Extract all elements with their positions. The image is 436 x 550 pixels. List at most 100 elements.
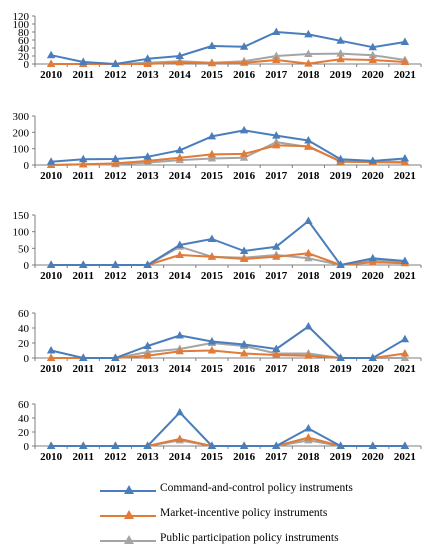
y-tick-label: 60 <box>18 399 30 411</box>
x-tick-label: 2011 <box>73 170 94 182</box>
data-point-marker <box>143 441 152 449</box>
data-point-marker <box>239 349 249 357</box>
data-point-marker <box>207 337 217 345</box>
y-tick-label: 40 <box>18 413 30 425</box>
data-point-marker <box>304 136 313 144</box>
x-tick-label: 2013 <box>137 170 160 182</box>
x-tick-label: 2015 <box>201 69 224 81</box>
y-tick-label: 50 <box>18 243 30 255</box>
data-point-marker <box>400 441 410 449</box>
x-tick-label: 2020 <box>362 69 385 81</box>
y-tick-label: 80 <box>18 27 30 39</box>
data-point-marker <box>175 250 184 258</box>
data-point-marker <box>46 353 56 361</box>
x-tick-label: 2019 <box>330 270 353 282</box>
data-point-marker <box>336 36 345 44</box>
y-tick-label: 120 <box>13 11 30 23</box>
data-point-marker <box>143 260 152 268</box>
legend-label-market-incentive: Market-incentive policy instruments <box>160 507 328 519</box>
x-tick-label: 2021 <box>394 451 416 463</box>
x-tick-label: 2011 <box>73 69 94 81</box>
x-tick-label: 2011 <box>73 363 94 375</box>
data-point-marker <box>239 149 249 157</box>
data-point-marker <box>111 154 120 162</box>
data-point-marker <box>368 50 377 59</box>
y-tick-label: 60 <box>18 35 30 47</box>
data-point-marker <box>272 131 281 139</box>
y-tick-label: 100 <box>13 144 30 156</box>
x-tick-label: 2010 <box>40 451 63 463</box>
data-point-marker <box>304 424 313 432</box>
data-point-marker <box>239 254 249 262</box>
data-point-marker <box>304 49 313 57</box>
y-tick-label: 40 <box>18 43 30 55</box>
data-point-marker <box>272 55 281 63</box>
data-point-marker <box>368 257 377 266</box>
data-point-marker <box>400 37 410 45</box>
data-point-marker <box>304 351 313 359</box>
data-point-marker <box>175 153 184 161</box>
data-point-marker <box>143 351 152 359</box>
data-point-marker <box>400 334 410 343</box>
x-tick-label: 2011 <box>73 270 94 282</box>
data-point-marker <box>336 353 345 361</box>
x-tick-label: 2010 <box>40 363 63 375</box>
y-tick-label: 0 <box>24 353 30 365</box>
data-point-marker <box>304 59 313 67</box>
x-tick-label: 2014 <box>169 69 192 81</box>
data-point-marker <box>46 157 56 165</box>
data-point-marker <box>46 59 56 67</box>
data-point-marker <box>207 41 217 49</box>
data-point-marker <box>175 240 184 248</box>
data-point-marker <box>207 154 217 162</box>
data-point-marker <box>207 252 217 260</box>
data-point-marker <box>207 149 217 158</box>
data-point-marker <box>46 50 56 59</box>
x-tick-label: 2014 <box>169 451 192 463</box>
data-point-marker <box>336 441 345 449</box>
data-point-marker <box>239 340 249 348</box>
x-tick-label: 2012 <box>104 451 127 463</box>
data-point-marker <box>368 353 377 361</box>
data-point-marker <box>304 216 313 224</box>
y-tick-label: 300 <box>13 111 30 123</box>
legend: Command-and-control policy instruments M… <box>100 478 436 550</box>
y-tick-label: 0 <box>24 260 30 272</box>
data-point-marker <box>400 57 410 65</box>
data-point-marker <box>46 346 56 354</box>
data-point-marker <box>207 346 217 354</box>
data-point-marker <box>79 260 88 268</box>
x-tick-label: 2021 <box>394 69 416 81</box>
x-tick-label: 2017 <box>265 170 288 182</box>
series-line-1 <box>51 436 405 447</box>
data-point-marker <box>239 42 249 50</box>
y-tick-label: 20 <box>18 51 30 63</box>
data-point-marker <box>239 441 249 449</box>
y-tick-label: 20 <box>18 338 30 350</box>
data-point-marker <box>304 253 313 262</box>
data-point-marker <box>79 159 88 168</box>
data-point-marker <box>111 158 120 167</box>
x-tick-label: 2013 <box>137 270 160 282</box>
y-tick-label: 20 <box>18 427 30 439</box>
data-point-marker <box>175 51 184 59</box>
x-tick-label: 2013 <box>137 363 160 375</box>
data-point-marker <box>175 407 184 416</box>
data-point-marker <box>143 156 152 164</box>
data-point-marker <box>207 441 217 449</box>
x-tick-label: 2010 <box>40 69 63 81</box>
x-tick-label: 2016 <box>233 170 256 182</box>
x-tick-label: 2019 <box>330 170 353 182</box>
data-point-marker <box>368 156 377 164</box>
x-tick-label: 2015 <box>201 363 224 375</box>
x-tick-label: 2017 <box>265 69 288 81</box>
x-tick-label: 2020 <box>362 270 385 282</box>
series-line-2 <box>51 342 405 359</box>
data-point-marker <box>368 441 377 449</box>
series-line-0 <box>51 411 405 447</box>
data-point-marker <box>304 322 313 330</box>
x-tick-label: 2015 <box>201 170 224 182</box>
data-point-marker <box>239 125 249 134</box>
